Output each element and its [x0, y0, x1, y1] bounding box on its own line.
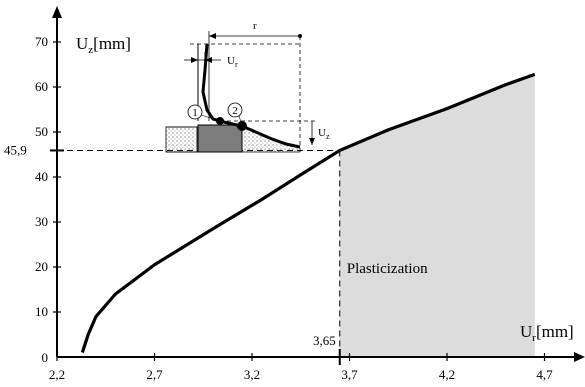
y-tick-label: 60: [35, 79, 48, 94]
y-tick-label: 30: [35, 214, 48, 229]
x-tick-label: 4,7: [536, 367, 553, 382]
inset-uz-arrow: [309, 138, 315, 145]
marker-y-label: 45,9: [4, 142, 27, 157]
inset-point-1-leader: [200, 114, 218, 121]
inset-deformed-profile: [201, 43, 301, 149]
inset-block: [197, 124, 243, 153]
inset-ground-right: [243, 129, 300, 152]
x-tick-label: 4,2: [439, 367, 455, 382]
inset-uz-label: Uz: [318, 127, 330, 141]
inset-schematic: r Ur Uz 1 2: [165, 20, 330, 153]
x-axis-arrow: [574, 352, 585, 362]
plasticization-area: [339, 74, 535, 358]
inset-point-1-circle: [187, 104, 203, 120]
y-tick-label: 70: [35, 34, 48, 49]
y-axis-arrow: [52, 6, 62, 18]
x-tick-label: 2,7: [146, 367, 163, 382]
inset-point-1-label: 1: [192, 107, 198, 119]
y-tick-label: 0: [42, 350, 49, 365]
inset-ur-label: Ur: [227, 55, 238, 69]
x-ticks: 2,2 2,7 3,2 3,7 4,2 4,7: [49, 353, 553, 382]
plasticization-label: Plasticization: [347, 261, 428, 277]
inset-r-endpoint: [298, 34, 302, 38]
inset-point-2-marker: [237, 121, 247, 131]
inset-ground-left: [165, 126, 198, 153]
y-tick-label: 20: [35, 259, 48, 274]
x-axis-title: Ur[mm]: [520, 322, 574, 344]
y-tick-label: 50: [35, 124, 48, 139]
y-axis-title: Uz[mm]: [76, 34, 131, 56]
y-tick-label: 40: [35, 169, 48, 184]
y-ticks: 0 10 20 30 40 50 60 70: [35, 34, 61, 365]
x-tick-label: 3,2: [244, 367, 260, 382]
inset-r-label: r: [253, 20, 257, 32]
plot-region: 3,65 45,9 Plasticization: [4, 72, 536, 365]
y-tick-label: 10: [35, 304, 48, 319]
inset-point-2-leader: [238, 115, 242, 123]
inset-point-1-marker: [216, 117, 224, 125]
inset-ur-arrow-right: [205, 57, 212, 63]
series-line-0: [80, 72, 536, 353]
inset-point-2-label: 2: [232, 105, 238, 117]
marker-x-label: 3,65: [313, 333, 336, 348]
inset-ur-arrow-left: [191, 57, 198, 63]
inset-r-arrow: [209, 33, 216, 39]
x-tick-label: 3,7: [341, 367, 358, 382]
x-tick-label: 2,2: [49, 367, 65, 382]
inset-point-2-circle: [227, 102, 243, 118]
